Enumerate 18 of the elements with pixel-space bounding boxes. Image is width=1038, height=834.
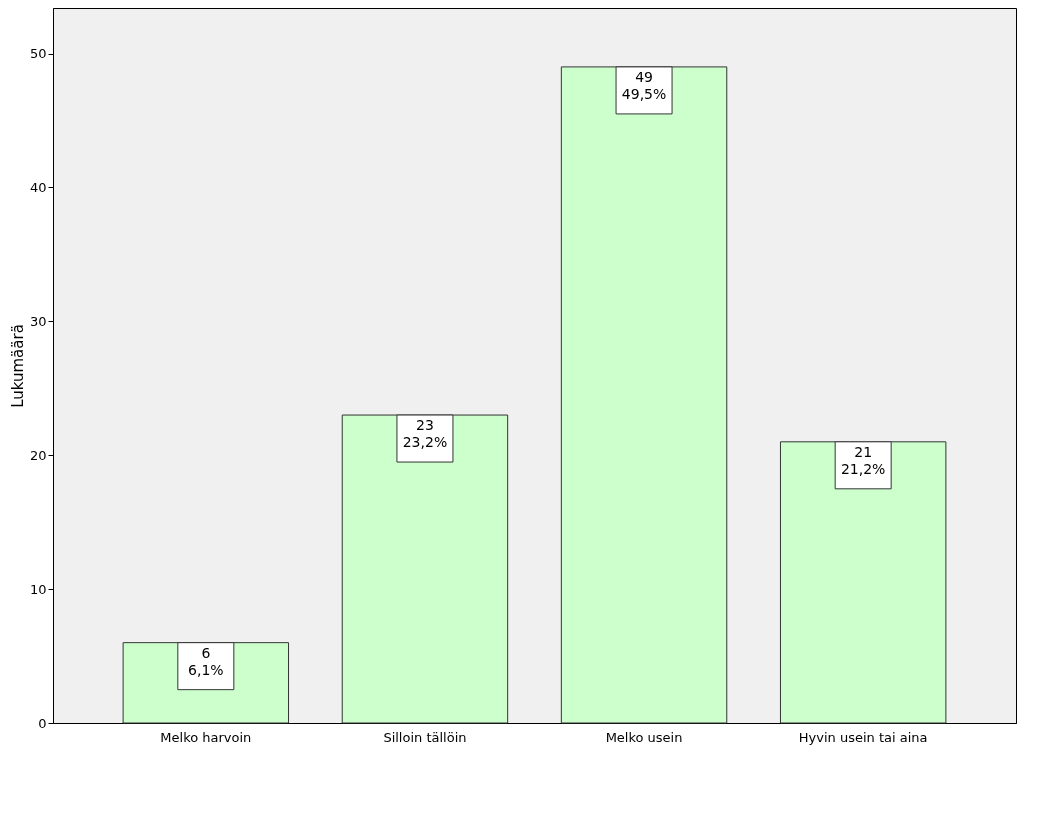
y-tick-label: 0 — [38, 715, 47, 731]
data-label: 6 6,1% — [188, 644, 224, 678]
y-tick-label: 50 — [29, 46, 47, 62]
bar — [779, 441, 947, 724]
x-tick-label: Melko harvoin — [160, 729, 252, 745]
x-tick-label: Melko usein — [605, 729, 683, 745]
data-label: 23 23,2% — [402, 417, 448, 451]
y-tick-label: 10 — [29, 581, 47, 597]
x-tick-label: Hyvin usein tai aina — [798, 729, 928, 745]
data-label: 49 49,5% — [621, 68, 667, 102]
y-tick-label: 30 — [29, 313, 47, 329]
bar — [560, 66, 728, 724]
bar — [341, 414, 509, 724]
y-axis-title: Lukumäärä — [8, 324, 27, 408]
data-label: 21 21,2% — [840, 443, 886, 477]
x-tick-label: Silloin tällöin — [383, 729, 467, 745]
y-tick-label: 40 — [29, 179, 47, 195]
y-tick-label: 20 — [29, 447, 47, 463]
